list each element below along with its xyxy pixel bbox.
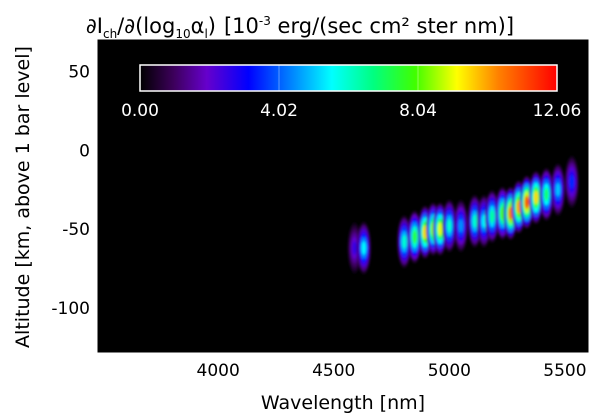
heatmap-cell	[516, 200, 521, 214]
heatmap-cell	[533, 190, 539, 205]
heatmap-cell	[447, 219, 452, 233]
title-num-sub: ch	[103, 27, 117, 41]
title-num-main: ∂I	[86, 14, 103, 38]
heatmap-cell	[500, 206, 505, 221]
heatmap-cell	[402, 235, 407, 249]
colorbar-tick-label: 12.06	[533, 101, 582, 121]
title-units-post: erg/(sec cm² ster nm)]	[271, 14, 514, 38]
colorbar-tick-labels: 0.00 4.02 8.04 12.06	[121, 65, 581, 121]
heatmap-cell	[422, 225, 428, 239]
title-mid: /∂(log	[117, 14, 175, 38]
heatmap-cell	[472, 214, 477, 228]
heatmap-cell	[361, 241, 366, 255]
x-axis: 4000 4500 5000 5500	[197, 40, 587, 381]
y-axis: 50 0 -50 -100	[51, 63, 588, 319]
heatmap-cell	[412, 230, 417, 244]
y-tick-label: -50	[62, 220, 90, 240]
plot-frame	[97, 39, 589, 353]
title-log-sub: 10	[175, 27, 190, 41]
heatmap-features	[347, 155, 579, 274]
colorbar-tick-label: 4.02	[260, 101, 298, 121]
chart-title: ∂Ich/∂(log10αl) [10-3 erg/(sec cm² ster n…	[86, 14, 514, 41]
x-tick-label: 5000	[428, 361, 471, 381]
y-axis-label: Altitude [km, above 1 bar level]	[12, 46, 34, 348]
y-tick-label: -100	[51, 299, 90, 319]
heatmap-cell	[508, 206, 513, 221]
y-tick-label: 50	[68, 63, 90, 83]
heatmap-cell	[458, 219, 464, 233]
heatmap-cell	[524, 195, 529, 209]
colorbar	[139, 64, 558, 92]
x-tick-label: 4500	[312, 361, 355, 381]
heatmap-cell	[544, 187, 549, 202]
colorbar-tick-label: 8.04	[399, 101, 437, 121]
colorbar-tick-label: 0.00	[121, 101, 159, 121]
heatmap-cell	[437, 222, 443, 236]
heatmap-cell	[481, 214, 487, 228]
heatmap-cell	[352, 241, 357, 255]
x-tick-label: 4000	[197, 361, 240, 381]
y-tick-label: 0	[79, 141, 90, 161]
title-alpha-sub: l	[204, 27, 207, 41]
x-tick-label: 5500	[543, 361, 586, 381]
heatmap-cell	[555, 183, 561, 197]
title-units-pre: [10	[224, 14, 259, 38]
title-close: )	[208, 14, 216, 38]
heatmap-cell	[569, 175, 574, 189]
heatmap-cell	[489, 209, 495, 224]
title-units-exp: -3	[259, 14, 271, 28]
title-alpha: α	[191, 14, 205, 38]
x-axis-label: Wavelength [nm]	[261, 392, 425, 414]
